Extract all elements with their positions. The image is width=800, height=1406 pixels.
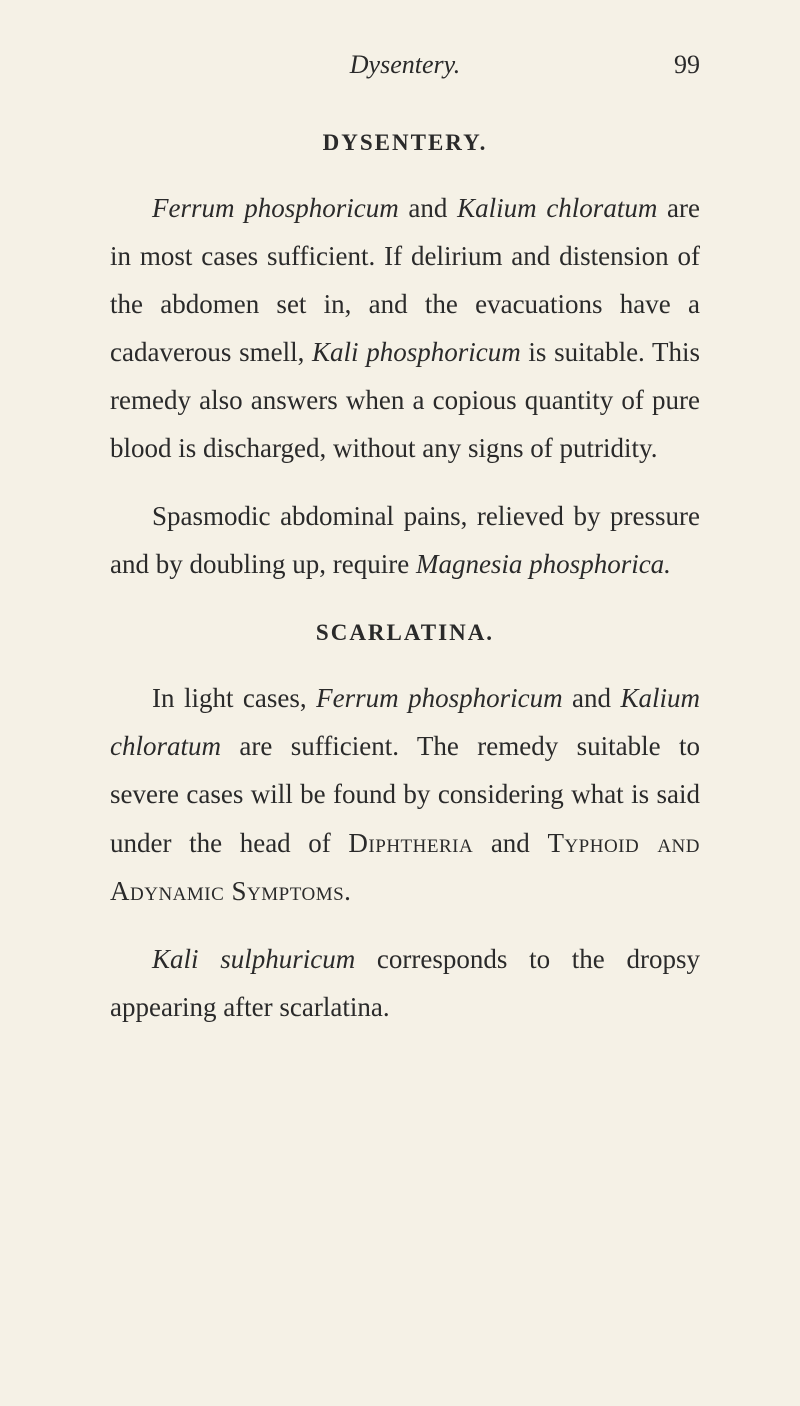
running-header: Dysentery. 99	[110, 50, 700, 80]
body-text: In light cases,	[152, 683, 316, 713]
italic-text: Ferrum phosphoricum	[316, 683, 562, 713]
body-text: and	[473, 828, 547, 858]
italic-text: Kali phosphoricum	[312, 337, 521, 367]
small-caps-text: Diphtheria	[348, 828, 473, 858]
body-text: and	[399, 193, 457, 223]
italic-text: Kali sulphuricum	[152, 944, 355, 974]
body-text: and	[563, 683, 621, 713]
section-dysentery: DYSENTERY. Ferrum phosphoricum and Kaliu…	[110, 130, 700, 588]
page-number: 99	[674, 50, 700, 80]
paragraph-3: In light cases, Ferrum phosphoricum and …	[110, 674, 700, 914]
section-heading-1: DYSENTERY.	[110, 130, 700, 156]
italic-text: Ferrum phosphoricum	[152, 193, 399, 223]
paragraph-1: Ferrum phosphoricum and Kalium chloratum…	[110, 184, 700, 472]
italic-text: Kalium chloratum	[457, 193, 657, 223]
paragraph-2: Spasmodic abdominal pains, relieved by p…	[110, 492, 700, 588]
paragraph-4: Kali sulphuricum corresponds to the drop…	[110, 935, 700, 1031]
italic-text: Magnesia phosphorica.	[416, 549, 671, 579]
running-title: Dysentery.	[120, 50, 690, 80]
section-heading-2: SCARLATINA.	[110, 620, 700, 646]
section-scarlatina: SCARLATINA. In light cases, Ferrum phosp…	[110, 620, 700, 1030]
